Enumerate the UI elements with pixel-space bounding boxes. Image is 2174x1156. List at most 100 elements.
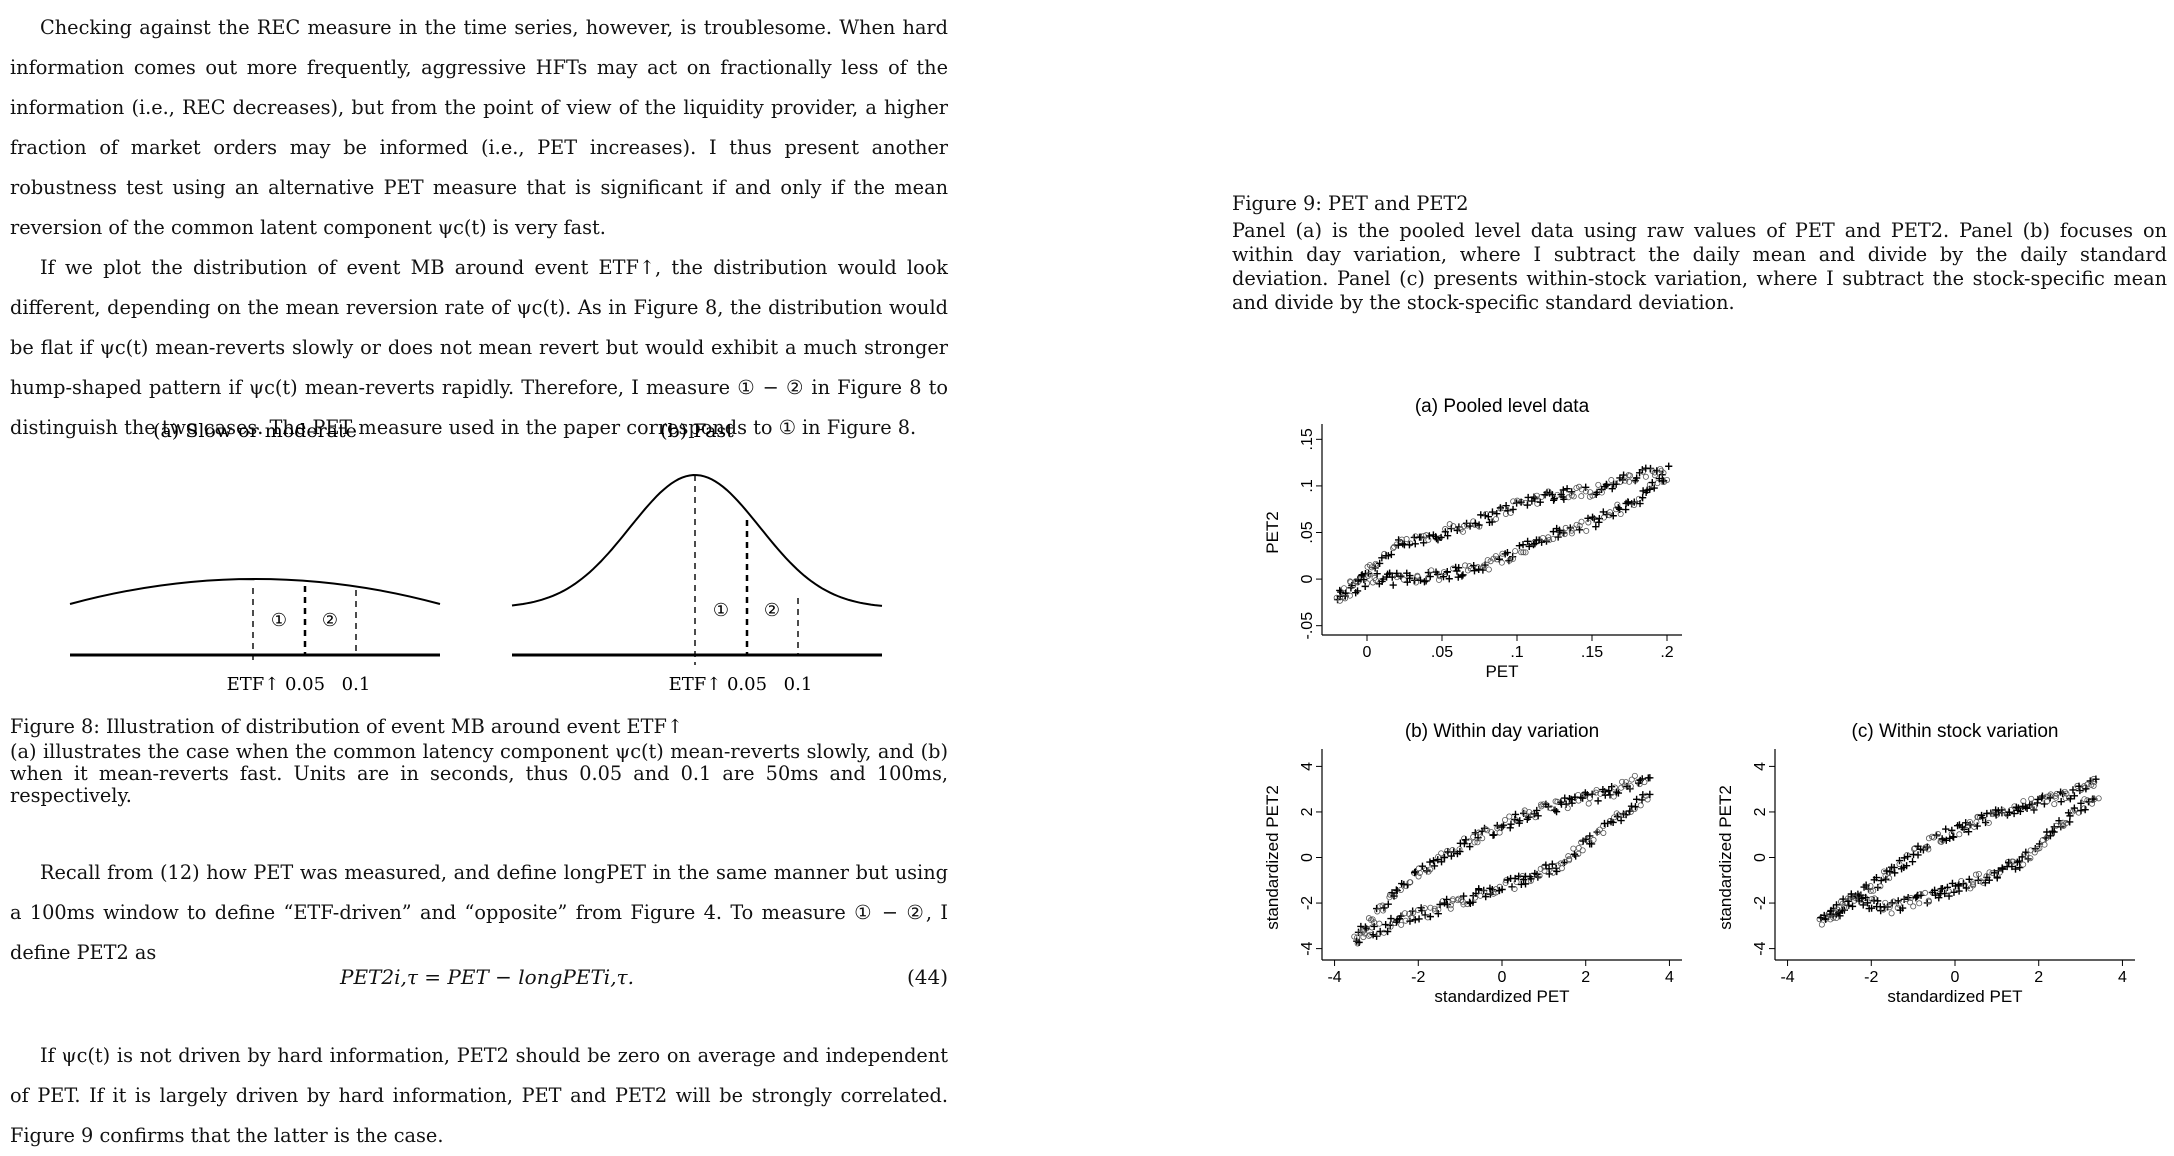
data-point-plus — [1384, 927, 1392, 936]
data-point-circle — [1460, 901, 1467, 908]
data-point-circle — [1541, 867, 1548, 874]
data-point-circle — [1510, 498, 1517, 505]
data-point-circle — [1550, 535, 1557, 542]
data-point-plus — [1935, 894, 1943, 902]
data-point-plus — [1653, 467, 1661, 475]
data-point-circle — [1628, 776, 1635, 783]
data-point-plus — [1420, 578, 1429, 586]
data-point-circle — [1627, 472, 1634, 479]
data-point-plus — [2070, 792, 2078, 800]
data-point-circle — [1833, 915, 1840, 922]
data-point-circle — [1354, 940, 1361, 947]
data-point-circle — [1877, 883, 1884, 890]
data-point-circle — [1471, 839, 1478, 846]
data-point-plus — [1594, 797, 1602, 805]
data-point-circle — [1596, 826, 1603, 833]
data-point-plus — [1622, 505, 1630, 514]
data-point-plus — [1515, 542, 1524, 550]
data-point-plus — [1361, 582, 1369, 590]
hump-distribution-curve — [511, 473, 883, 607]
mark-2-a: ② — [322, 610, 338, 631]
data-point-circle — [1882, 899, 1889, 906]
fig8-panel-b: ① ② ETF↑ 0.05 0.1 — [511, 473, 883, 695]
data-point-circle — [1966, 818, 1973, 825]
x-axis-label: standardized PET — [1887, 987, 2022, 1006]
data-point-plus — [1534, 812, 1542, 820]
data-point-circle — [1472, 894, 1479, 901]
data-point-circle — [1438, 850, 1445, 857]
data-point-circle — [1513, 879, 1520, 886]
data-point-plus — [1450, 848, 1458, 856]
fig8-caption-body: (a) illustrates the case when the common… — [10, 740, 948, 807]
data-point-plus — [1942, 825, 1950, 833]
data-point-circle — [1546, 537, 1553, 544]
data-point-circle — [1590, 836, 1597, 843]
data-point-plus — [1553, 867, 1561, 876]
data-point-circle — [1925, 898, 1932, 905]
data-point-circle — [1493, 515, 1500, 522]
data-point-circle — [1481, 889, 1488, 896]
data-point-plus — [1443, 895, 1451, 903]
data-point-circle — [1579, 847, 1586, 854]
data-point-plus — [1568, 799, 1576, 807]
data-point-plus — [1563, 485, 1571, 493]
data-point-circle — [1498, 559, 1505, 566]
y-tick-label: 2 — [1299, 807, 1316, 816]
y-tick-label: .1 — [1299, 479, 1316, 492]
data-point-plus — [1608, 783, 1616, 791]
data-point-plus — [1527, 875, 1535, 883]
data-point-circle — [2090, 782, 2097, 789]
data-point-circle — [1595, 481, 1602, 488]
data-point-plus — [1411, 540, 1419, 548]
data-point-plus — [1606, 791, 1614, 799]
data-point-plus — [1560, 858, 1568, 867]
data-point-plus — [1950, 888, 1958, 896]
x-tick-label: -2 — [1411, 969, 1425, 986]
data-point-plus — [1397, 912, 1405, 920]
data-point-circle — [1573, 521, 1580, 528]
data-point-plus — [1454, 573, 1462, 581]
data-point-circle — [1449, 847, 1456, 854]
data-point-circle — [2020, 861, 2027, 868]
data-point-circle — [1566, 857, 1573, 864]
data-point-circle — [1398, 921, 1405, 928]
data-point-plus — [1646, 790, 1654, 799]
data-point-circle — [1880, 906, 1887, 913]
data-point-plus — [1502, 502, 1510, 510]
data-point-plus — [2016, 807, 2024, 816]
x-tick-label: -4 — [1780, 969, 1794, 986]
data-point-plus — [1488, 885, 1496, 894]
data-point-plus — [1399, 540, 1407, 548]
data-point-plus — [1426, 913, 1434, 921]
data-point-plus — [1389, 581, 1397, 589]
data-point-circle — [1974, 813, 1981, 820]
data-point-plus — [2046, 794, 2054, 802]
data-point-plus — [1948, 826, 1956, 834]
data-point-circle — [1450, 523, 1457, 530]
data-point-plus — [1488, 508, 1497, 516]
data-point-plus — [1453, 526, 1461, 534]
data-point-circle — [1561, 531, 1568, 538]
data-point-plus — [1534, 873, 1542, 881]
data-point-circle — [1631, 772, 1638, 779]
x-tick-label: -2 — [1864, 969, 1878, 986]
data-point-plus — [1422, 577, 1430, 585]
data-point-plus — [1548, 860, 1556, 868]
data-point-circle — [1922, 889, 1929, 896]
data-point-circle — [1474, 839, 1481, 846]
data-point-plus — [1390, 892, 1398, 900]
data-point-plus — [1475, 521, 1483, 529]
data-point-circle — [1372, 577, 1379, 584]
x-tick-label: .05 — [1431, 644, 1453, 661]
data-point-circle — [1365, 572, 1372, 579]
scatter-points — [1816, 775, 2102, 928]
data-point-circle — [1575, 850, 1582, 857]
data-point-plus — [1844, 897, 1852, 905]
data-point-plus — [1419, 539, 1428, 547]
x-tick-label: -4 — [1327, 969, 1341, 986]
data-point-circle — [2084, 797, 2091, 804]
data-point-plus — [1959, 880, 1968, 888]
y-axis-label: PET2 — [1263, 511, 1282, 554]
data-point-circle — [1387, 923, 1394, 930]
data-point-plus — [1530, 493, 1538, 501]
